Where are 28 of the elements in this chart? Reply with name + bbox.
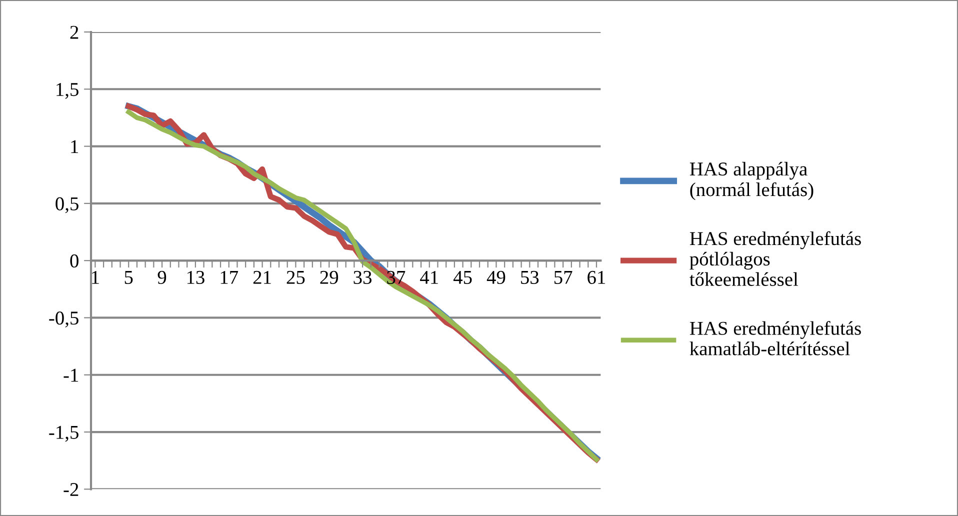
legend-label: HAS eredménylefutás pótlólagos tőkeemeléssel <box>690 231 861 286</box>
x-tick-label: 13 <box>187 270 204 284</box>
y-tick-label: 0,5 <box>56 197 78 214</box>
x-tick-label: 33 <box>354 270 372 284</box>
x-tick-label: 29 <box>320 270 338 284</box>
y-tick-label: -1 <box>64 368 78 382</box>
x-tick-label: 45 <box>453 270 472 284</box>
y-tick-label: 0 <box>70 254 78 268</box>
x-tick-label: 1 <box>92 270 99 284</box>
legend-label: HAS alappálya (normál lefutás) <box>690 162 814 200</box>
x-tick-label: 49 <box>486 270 506 284</box>
legend-label: HAS eredménylefutás kamatláb-eltérítéssel <box>690 321 861 356</box>
y-tick-label: 1 <box>71 140 78 154</box>
x-tick-label: 37 <box>387 270 406 284</box>
y-tick-label: -2 <box>64 483 78 496</box>
x-tick-label: 53 <box>521 270 539 284</box>
x-tick-label: 9 <box>158 270 166 284</box>
x-tick-label: 5 <box>124 271 133 284</box>
y-tick-label: -0,5 <box>49 312 78 328</box>
x-tick-label: 17 <box>220 270 238 284</box>
y-tick-label: -1,5 <box>49 426 78 442</box>
y-tick-label: 1,5 <box>56 83 78 99</box>
x-tick-label: 21 <box>253 270 271 284</box>
x-tick-label: 25 <box>286 270 305 284</box>
x-tick-label: 61 <box>588 270 606 284</box>
x-tick-label: 57 <box>554 271 572 284</box>
x-tick-label: 41 <box>420 270 438 284</box>
y-tick-label: 2 <box>70 26 78 39</box>
